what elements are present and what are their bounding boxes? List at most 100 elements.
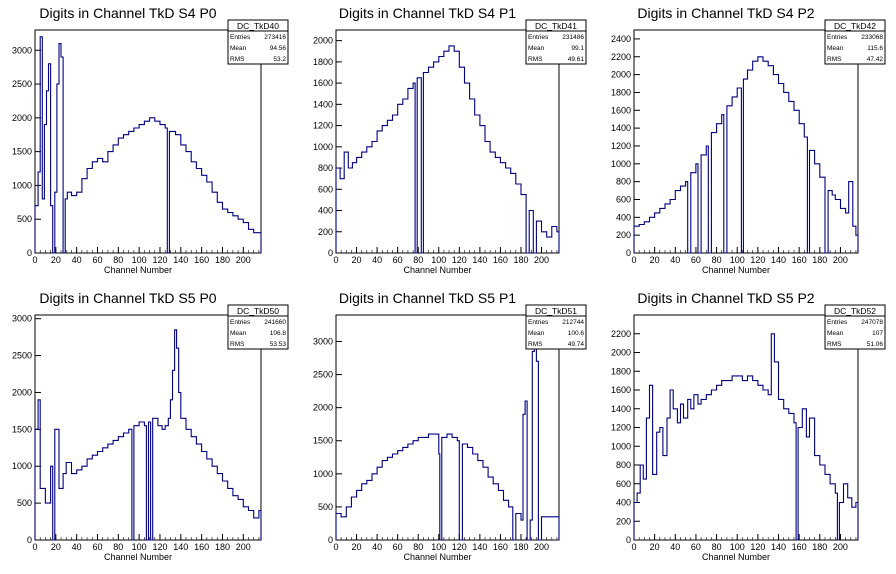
y-tick-label: 3000 [12,314,32,324]
stats-key: Entries [230,319,251,326]
y-tick-label: 800 [616,177,631,187]
stats-name: DC_TkD41 [535,21,577,31]
y-tick-label: 1500 [313,436,333,446]
y-tick-label: 2000 [611,348,631,358]
x-tick-label: 20 [650,542,660,552]
x-tick-label: 40 [72,542,82,552]
x-tick-label: 60 [393,542,403,552]
stats-value: 47.42 [867,56,884,63]
stats-value: 247078 [861,319,883,326]
stats-name: DC_TkD51 [535,306,577,316]
x-tick-label: 60 [393,255,403,265]
y-tick-label: 2000 [313,403,333,413]
x-tick-label: 100 [132,542,147,552]
x-tick-label: 120 [750,255,765,265]
y-tick-label: 600 [616,194,631,204]
y-tick-label: 2000 [611,70,631,80]
stats-name: DC_TkD50 [237,306,279,316]
histogram-series [34,36,262,254]
stats-key: Entries [827,34,848,41]
x-axis-label: Channel Number [104,265,172,275]
x-tick-label: 80 [712,255,722,265]
x-tick-label: 160 [493,542,508,552]
x-tick-label: 160 [194,542,209,552]
y-tick-label: 400 [616,498,631,508]
y-tick-label: 500 [318,502,333,512]
stats-key: Entries [827,319,848,326]
x-tick-label: 100 [730,542,745,552]
y-tick-label: 0 [27,535,32,545]
stats-key: RMS [230,341,245,348]
x-tick-label: 120 [152,255,167,265]
stats-value: 53.53 [270,341,287,348]
y-tick-label: 0 [626,535,631,545]
stats-frame [227,304,289,350]
x-tick-label: 140 [771,255,786,265]
x-tick-label: 40 [372,255,382,265]
y-tick-label: 2000 [313,36,333,46]
chart-title: Digits in Channel TkD S4 P2 [637,5,814,21]
x-tick-label: 80 [113,255,123,265]
x-tick-label: 140 [173,542,188,552]
x-tick-label: 180 [812,542,827,552]
x-tick-label: 120 [452,542,467,552]
x-axis-label: Channel Number [403,265,471,275]
stats-value: 233068 [861,34,883,41]
x-tick-label: 140 [771,542,786,552]
y-tick-label: 2000 [12,387,32,397]
x-tick-label: 180 [215,542,230,552]
stats-key: RMS [528,341,543,348]
chart-title: Digits in Channel TkD S4 P0 [39,5,216,21]
x-tick-label: 120 [750,542,765,552]
stats-frame [525,19,587,65]
chart-title: Digits in Channel TkD S4 P1 [339,5,516,21]
histogram-panel: Digits in Channel TkD S4 P1 Channel Numbe… [313,5,587,275]
stats-frame [227,19,289,65]
stats-value: 106.8 [270,330,287,337]
x-axis-label: Channel Number [403,552,471,562]
stats-value: 99.1 [571,45,584,52]
x-tick-label: 120 [452,255,467,265]
y-tick-label: 1800 [611,87,631,97]
x-tick-label: 40 [72,255,82,265]
histogram-series [633,56,859,254]
histogram-panel: Digits in Channel TkD S4 P2 Channel Numbe… [611,5,886,275]
plot-frame [335,314,560,541]
x-tick-label: 20 [51,542,61,552]
histogram-panel: Digits in Channel TkD S5 P1 Channel Numbe… [313,290,587,562]
y-tick-label: 600 [318,184,333,194]
y-tick-label: 2200 [611,52,631,62]
y-tick-label: 0 [27,248,32,258]
x-tick-label: 0 [333,255,338,265]
x-tick-label: 40 [670,542,680,552]
x-tick-label: 200 [534,255,549,265]
stats-box: DC_TkD42 Entries 233068 Mean 115.6 RMS 47.42 [824,19,886,65]
y-tick-label: 200 [318,227,333,237]
x-tick-label: 200 [236,255,251,265]
x-tick-label: 20 [51,255,61,265]
y-tick-label: 1200 [611,423,631,433]
stats-value: 115.6 [867,45,883,52]
x-tick-label: 200 [236,542,251,552]
x-tick-label: 60 [92,255,102,265]
histogram-panel: Digits in Channel TkD S5 P2 Channel Numbe… [611,290,886,562]
y-tick-label: 800 [318,163,333,173]
x-tick-label: 100 [431,255,446,265]
y-tick-label: 0 [328,535,333,545]
stats-key: Entries [528,34,549,41]
stats-box: DC_TkD51 Entries 212744 Mean 100.6 RMS 49.74 [525,304,587,350]
y-tick-label: 3000 [313,336,333,346]
stats-value: 49.74 [568,341,585,348]
stats-key: Mean [528,45,545,52]
x-tick-label: 0 [32,255,37,265]
y-tick-label: 2400 [611,34,631,44]
y-tick-label: 1800 [313,57,333,67]
y-tick-label: 1400 [313,99,333,109]
stats-box: DC_TkD40 Entries 273416 Mean 94.56 RMS 53.2 [227,19,289,65]
x-tick-label: 60 [691,255,701,265]
x-tick-label: 0 [333,542,338,552]
histogram-panel: Digits in Channel TkD S4 P0 Channel Numbe… [12,5,289,275]
y-tick-label: 1000 [611,441,631,451]
stats-value: 53.2 [273,56,286,63]
